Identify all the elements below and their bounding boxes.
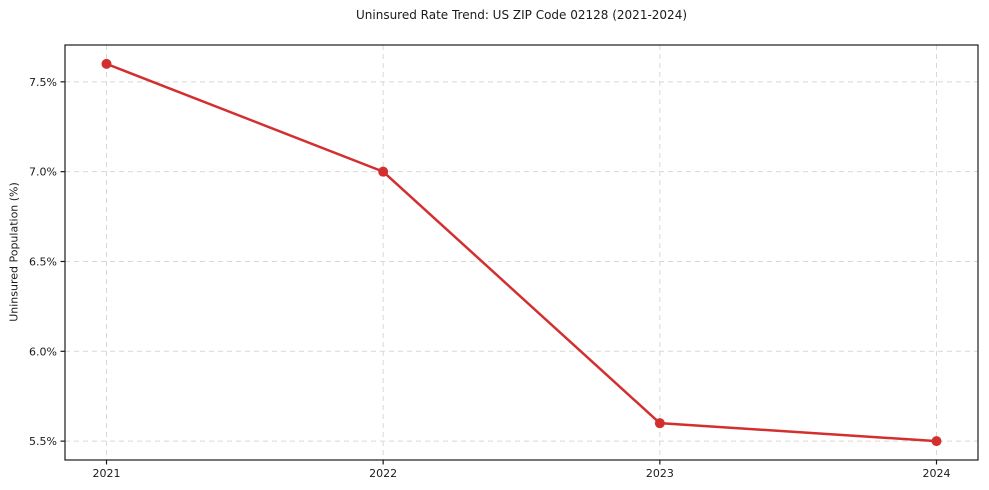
- x-tick-label: 2024: [923, 467, 951, 480]
- data-point-marker: [654, 418, 665, 429]
- y-tick-label: 5.5%: [29, 435, 57, 448]
- data-point-marker: [378, 166, 389, 177]
- y-tick-label: 6.0%: [29, 345, 57, 358]
- x-tick-label: 2022: [369, 467, 397, 480]
- chart-title: Uninsured Rate Trend: US ZIP Code 02128 …: [355, 8, 688, 22]
- y-tick-label: 7.5%: [29, 76, 57, 89]
- y-tick-label: 6.5%: [29, 255, 57, 268]
- data-line: [105, 62, 938, 443]
- y-tick-label: 7.0%: [29, 166, 57, 179]
- plot-border: [64, 44, 979, 461]
- data-point-marker: [101, 58, 112, 69]
- x-tick-label: 2023: [646, 467, 674, 480]
- y-axis-label: Uninsured Population (%): [7, 182, 21, 322]
- x-tick-label: 2021: [93, 467, 121, 480]
- data-point-marker: [931, 436, 942, 447]
